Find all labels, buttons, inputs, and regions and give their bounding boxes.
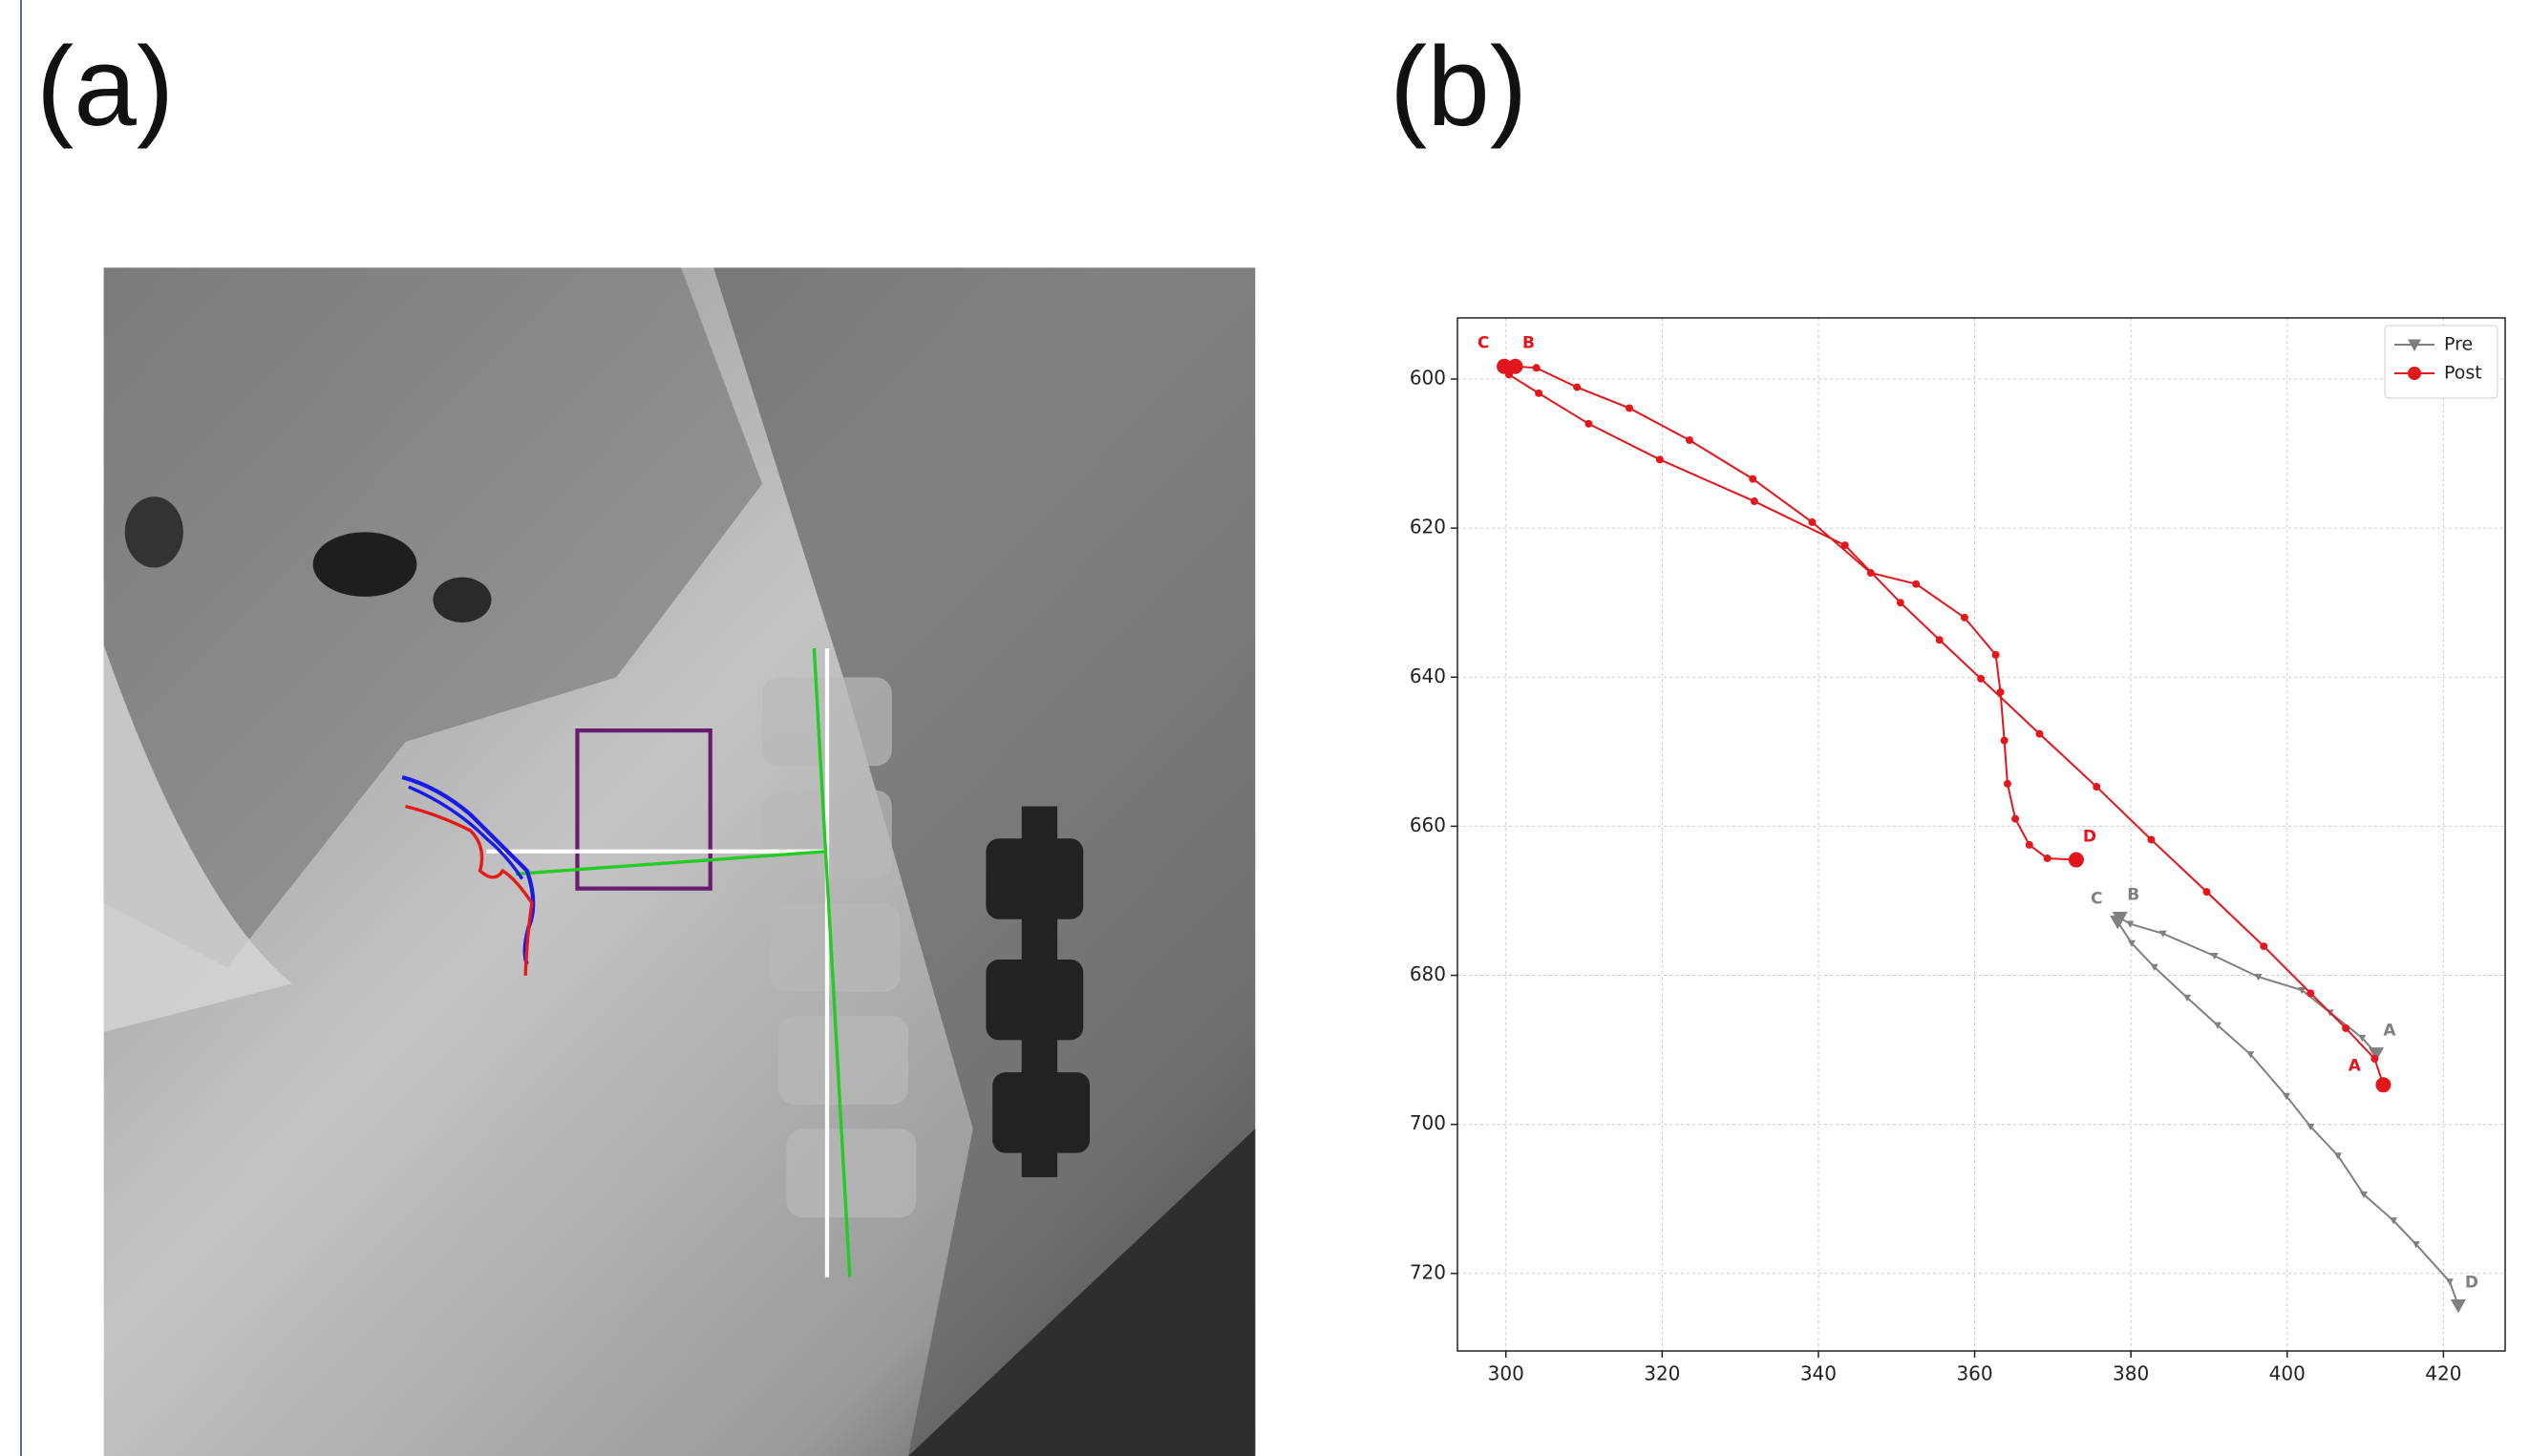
point: [2147, 835, 2156, 844]
legend-label: Post: [2444, 363, 2482, 384]
x-tick-label: 320: [1644, 1362, 1680, 1385]
point: [2210, 953, 2219, 960]
point: [2025, 840, 2033, 849]
point: [2035, 729, 2044, 738]
x-tick-label: 340: [1800, 1362, 1837, 1385]
point-label: C: [2091, 889, 2102, 908]
point: [2158, 930, 2167, 938]
y-tick-label: 720: [1410, 1260, 1446, 1283]
point: [2307, 1123, 2315, 1131]
point: [2371, 1054, 2379, 1063]
point: [2450, 1298, 2466, 1314]
series-line: [1502, 365, 2385, 1086]
point: [1584, 419, 1593, 428]
point: [1497, 358, 1513, 374]
point-label: D: [2465, 1273, 2478, 1292]
x-tick-label: 380: [2113, 1362, 2149, 1385]
y-tick-label: 600: [1410, 367, 1446, 390]
point: [1991, 650, 2000, 659]
point: [1960, 613, 1968, 622]
xray-image: [103, 267, 1256, 1456]
point-label: A: [2383, 1022, 2396, 1041]
point: [1655, 455, 1664, 464]
point-label: B: [1522, 334, 1535, 353]
y-tick-label: 700: [1410, 1111, 1446, 1134]
point: [1935, 636, 1944, 644]
point: [1808, 517, 1817, 526]
point: [2093, 783, 2101, 791]
point: [2307, 989, 2315, 998]
point: [2412, 1241, 2420, 1249]
point: [2375, 1077, 2392, 1093]
point: [2260, 942, 2268, 951]
point: [2358, 1034, 2367, 1043]
plot-frame: [1456, 317, 2506, 1352]
series-line: [2116, 917, 2459, 1306]
point: [2068, 852, 2084, 868]
y-tick-label: 620: [1410, 516, 1446, 538]
point: [2150, 963, 2158, 971]
point: [2282, 1092, 2290, 1101]
point: [1625, 404, 1633, 412]
point: [2126, 920, 2135, 928]
panel-label: (a): [36, 24, 174, 150]
point: [1507, 358, 1523, 374]
point-label: C: [1478, 334, 1489, 353]
point: [2369, 1047, 2385, 1062]
point: [2298, 986, 2307, 995]
point: [1685, 436, 1693, 445]
point: [1996, 687, 2005, 696]
point: [2246, 1051, 2255, 1059]
point: [2183, 994, 2192, 1002]
point: [1750, 497, 1758, 506]
point: [2011, 814, 2020, 823]
panel-label: (b): [1390, 24, 1527, 150]
point: [2043, 854, 2052, 862]
x-tick-label: 400: [2269, 1362, 2306, 1385]
y-tick-label: 680: [1410, 962, 1446, 985]
x-tick-label: 300: [1488, 1362, 1524, 1385]
point: [2408, 367, 2421, 380]
point-label: A: [2349, 1056, 2362, 1075]
point: [2127, 939, 2136, 947]
y-tick-label: 660: [1410, 813, 1446, 836]
point: [2333, 1152, 2342, 1160]
point: [2342, 1023, 2350, 1032]
point: [2213, 1022, 2222, 1029]
legend-label: Pre: [2444, 334, 2473, 355]
point: [1896, 599, 1904, 607]
point: [2110, 915, 2126, 930]
point: [1532, 364, 1541, 372]
point: [2390, 1217, 2398, 1225]
point: [1840, 541, 1849, 550]
point: [1535, 389, 1543, 397]
point: [1912, 580, 1921, 588]
x-tick-label: 420: [2425, 1362, 2461, 1385]
y-tick-label: 640: [1410, 665, 1446, 687]
point: [2202, 888, 2211, 897]
point: [1866, 568, 1875, 577]
point: [1749, 475, 1757, 483]
point-label: D: [2083, 828, 2096, 847]
point: [2445, 1278, 2454, 1286]
x-tick-label: 360: [1956, 1362, 1992, 1385]
point-label: B: [2127, 885, 2139, 904]
point: [1977, 674, 1986, 683]
point: [2408, 339, 2421, 351]
point: [2000, 736, 2009, 745]
point: [1573, 383, 1582, 391]
point: [2359, 1191, 2368, 1199]
point: [2003, 779, 2011, 788]
point: [2254, 973, 2263, 981]
